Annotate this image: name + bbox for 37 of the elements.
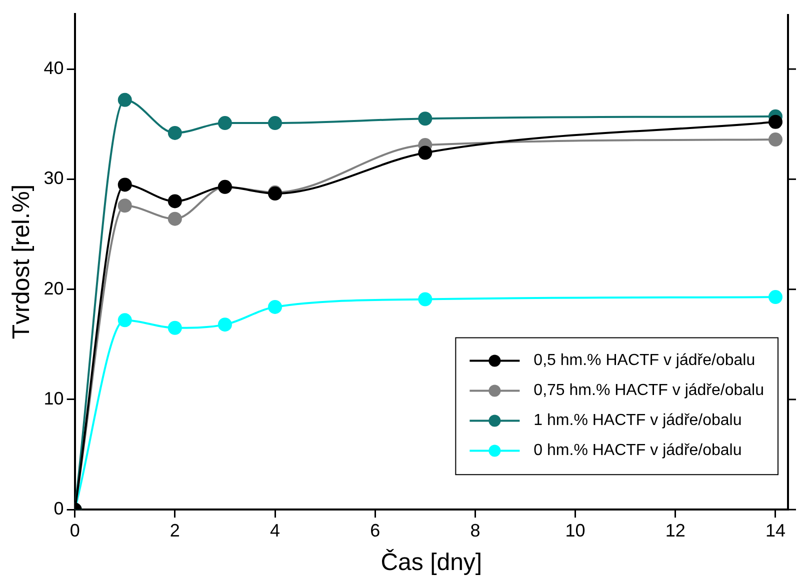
point [118,178,132,192]
legend-label: 1 hm.% HACTF v jádře/obalu [534,412,742,430]
legend-label: 0,5 hm.% HACTF v jádře/obalu [534,352,756,370]
point [168,212,182,226]
x-tick-label: 2 [170,520,180,540]
point [118,198,132,213]
x-tick-label: 4 [270,520,280,540]
point [418,146,432,160]
x-tick-label: 12 [665,520,686,540]
y-tick-label: 30 [44,168,64,188]
point [418,292,432,306]
legend-label: 0 hm.% HACTF v jádře/obalu [534,442,742,460]
point [118,92,132,107]
y-tick-label: 20 [44,278,64,298]
point [268,300,282,314]
x-axis-title: Čas [dny] [380,549,482,576]
point [168,126,182,140]
x-tick-label: 8 [470,520,480,540]
point [218,318,232,332]
point [768,114,782,129]
y-tick-label: 0 [54,498,64,519]
point [168,320,182,335]
y-tick-label: 40 [44,58,64,78]
legend-label: 0,75 hm.% HACTF v jádře/obalu [534,382,764,400]
x-tick-label: 14 [765,520,786,540]
x-tick-label: 6 [370,520,380,540]
point [768,290,782,304]
x-tick-label: 10 [565,520,586,540]
y-axis-title: Tvrdost [rel.%] [8,184,36,340]
point [168,194,182,208]
x-tick-label: 0 [70,520,80,540]
point [268,116,282,130]
point [418,112,432,126]
point [218,116,232,130]
point [768,132,782,147]
y-tick-label: 10 [44,388,64,408]
point [118,313,132,328]
